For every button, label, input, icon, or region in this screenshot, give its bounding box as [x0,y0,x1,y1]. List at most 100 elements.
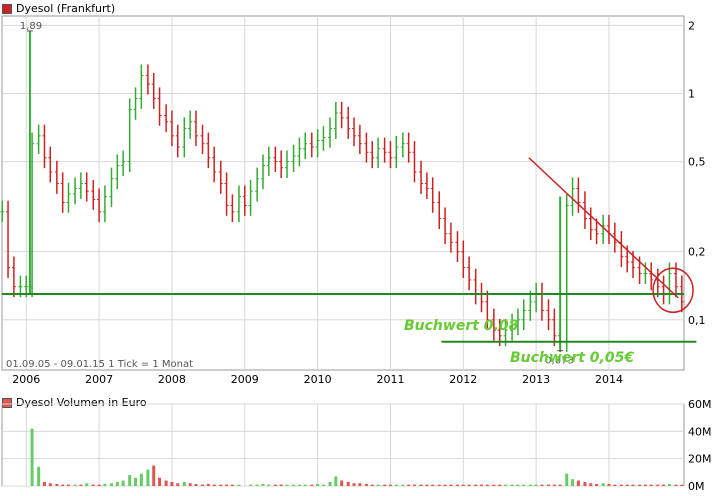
volume-bar [510,484,514,486]
highlight-circle [652,267,694,314]
price-footer: 01.09.05 - 09.01.15 1 Tick = 1 Monat [6,359,193,370]
volume-bar [321,484,325,486]
price-overlays: 1,89 0,073 [2,21,697,367]
volume-bar [225,484,229,486]
volume-bar [334,476,338,486]
volume-bar [674,484,678,486]
volume-bar [461,484,465,486]
volume-bar [625,484,629,486]
volume-bar [303,484,307,486]
volume-bar [383,484,387,486]
volume-bar [285,484,289,486]
volume-bar [212,484,216,486]
volume-bar [206,483,210,486]
volume-bar [170,481,174,486]
volume-legend-swatch [2,397,12,408]
volume-bar [662,484,666,486]
volume-bar [219,484,223,486]
downtrend-line [528,157,679,299]
price-legend-label: Dyesol (Frankfurt) [16,2,116,15]
price-y-tick-label: 0,2 [688,246,706,259]
volume-bar [61,484,65,486]
volume-bar [607,483,611,486]
volume-bar [370,484,374,486]
volume-bars [30,428,684,486]
volume-bar [394,484,398,486]
volume-bar [534,484,538,486]
price-y-axis: 2 1 0,5 0,2 0,1 [688,19,706,326]
annotation-buchwert-008: Buchwert 0.08 [404,318,519,334]
volume-bar [358,483,362,486]
volume-bar [388,484,392,486]
volume-bar [498,484,502,486]
volume-bar [146,469,150,486]
volume-bar [474,484,478,486]
volume-bar [425,484,429,486]
volume-bar [407,484,411,486]
price-x-tick-label: 2013 [522,373,550,386]
volume-bar [79,484,83,486]
volume-bar [237,484,241,486]
price-y-tick-label: 0,5 [688,156,706,169]
volume-bar [121,480,125,486]
price-y-tick-label: 1 [688,87,695,100]
volume-legend-label: Dyesol Volumen in Euro [16,396,147,409]
volume-bar [504,484,508,486]
volume-bar [492,484,496,486]
volume-bar [589,483,593,486]
volume-bar [649,484,653,486]
price-bars [0,64,684,353]
volume-bar [638,484,642,486]
volume-bar [437,484,441,486]
high-value-label: 1,89 [20,21,42,32]
volume-bar [128,475,132,486]
volume-bar [364,483,368,486]
volume-bar [576,480,580,486]
volume-bar [528,484,532,486]
volume-bar [540,484,544,486]
volume-y-axis: 60M 40M 20M 0M [688,398,712,493]
volume-bar [643,484,647,486]
price-plot-frame [1,15,685,371]
volume-bar [558,484,562,486]
volume-grid [2,403,684,487]
price-x-tick-label: 2011 [376,373,404,386]
volume-bar [412,484,416,486]
volume-bar [431,484,435,486]
volume-bar [467,484,471,486]
volume-bar [67,484,71,486]
volume-bar [583,481,587,486]
volume-bar [680,484,684,486]
volume-bar [109,483,113,486]
volume-bar [565,473,569,486]
volume-bar [619,484,623,486]
price-y-tick-label: 0,1 [688,314,706,327]
volume-bar [455,484,459,486]
volume-bar [103,483,107,486]
volume-bar [516,484,520,486]
price-x-tick-label: 2007 [85,373,113,386]
annotation-buchwert-005: Buchwert 0,05€ [510,350,634,366]
volume-bar [443,484,447,486]
volume-bar [656,484,660,486]
volume-bar [419,484,423,486]
volume-bar [449,484,453,486]
volume-bar [85,483,89,486]
volume-bar [230,484,234,486]
price-x-tick-label: 2012 [449,373,477,386]
volume-bar [613,484,617,486]
volume-bar [267,484,271,486]
price-x-tick-label: 2010 [304,373,332,386]
volume-bar [571,479,575,486]
volume-bar [595,483,599,486]
volume-bar [194,483,198,486]
volume-bar [37,466,41,486]
volume-bar [115,481,119,486]
volume-bar [292,484,296,486]
volume-bar [73,484,77,486]
volume-bar [401,484,405,486]
volume-bar [310,484,314,486]
volume-y-tick-label: 60M [688,398,712,411]
volume-bar [297,484,301,486]
